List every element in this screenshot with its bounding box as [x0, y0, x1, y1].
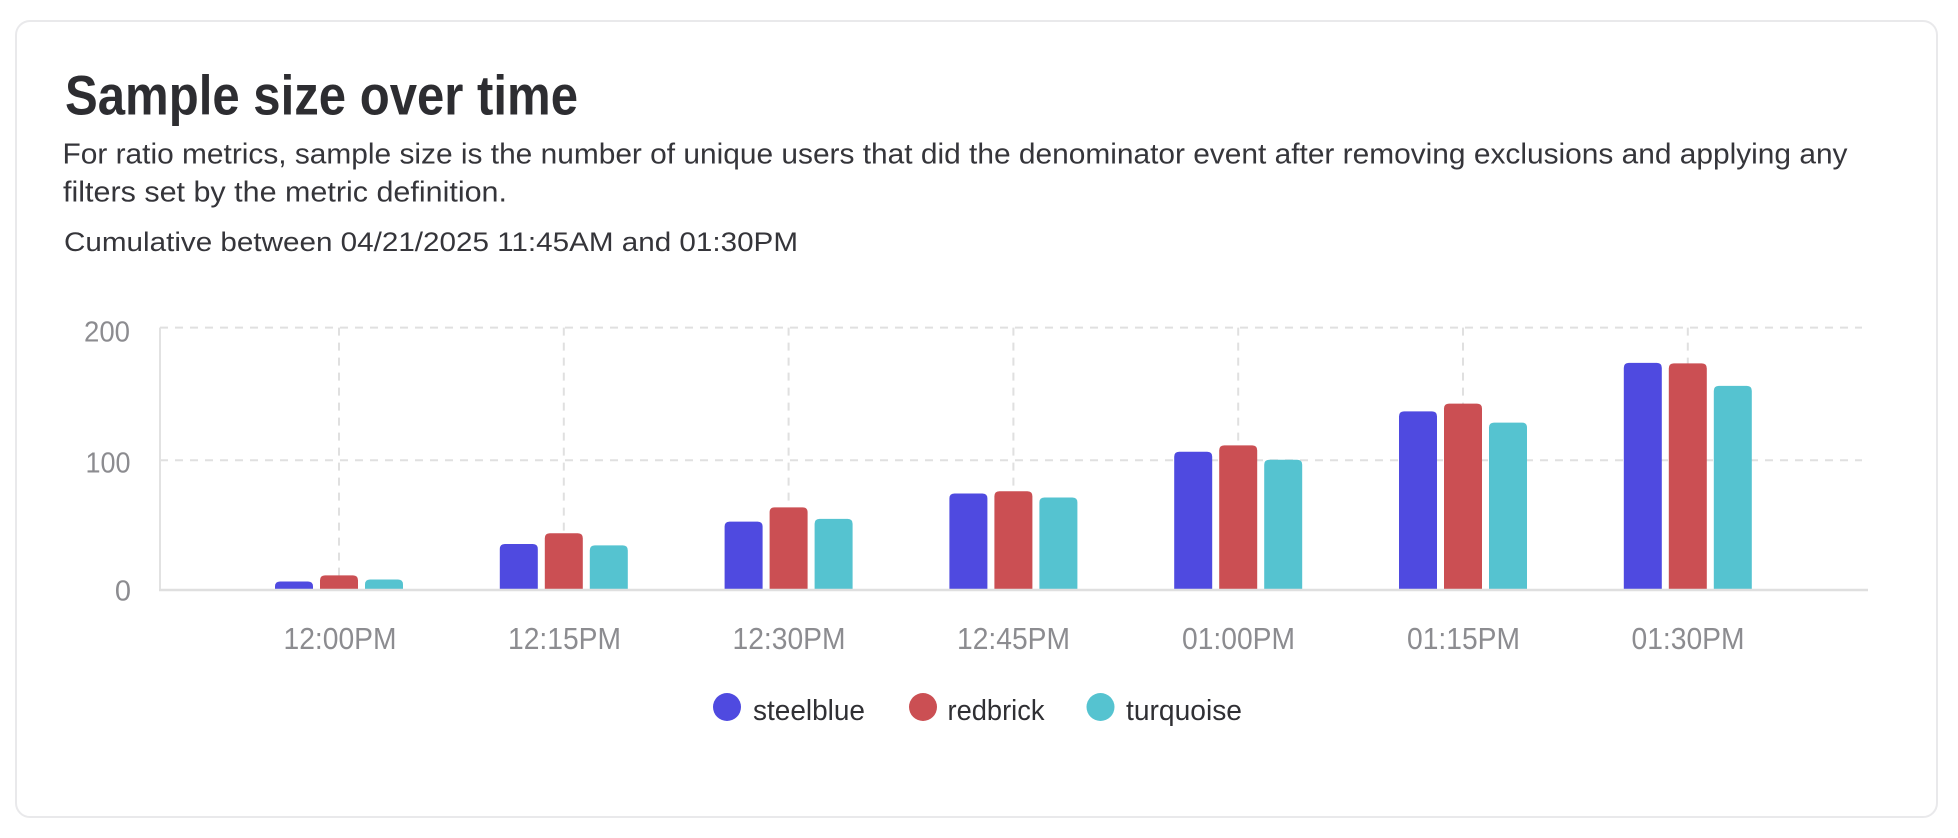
svg-text:12:00PM: 12:00PM [284, 621, 397, 656]
svg-text:200: 200 [84, 317, 130, 349]
svg-text:12:30PM: 12:30PM [733, 621, 846, 656]
svg-text:redbrick: redbrick [948, 695, 1045, 727]
svg-text:01:00PM: 01:00PM [1182, 621, 1295, 656]
svg-text:filters set by the metric defi: filters set by the metric definition. [63, 177, 507, 209]
svg-text:01:30PM: 01:30PM [1632, 621, 1745, 656]
svg-text:For ratio metrics, sample size: For ratio metrics, sample size is the nu… [63, 138, 1849, 170]
svg-text:Cumulative between 04/21/2025: Cumulative between 04/21/2025 11:45AM an… [64, 227, 798, 257]
svg-text:12:45PM: 12:45PM [957, 621, 1070, 656]
svg-text:100: 100 [86, 448, 131, 480]
svg-text:0: 0 [115, 576, 131, 608]
svg-text:01:15PM: 01:15PM [1407, 621, 1520, 656]
svg-text:12:15PM: 12:15PM [508, 621, 621, 656]
svg-text:Sample size over time: Sample size over time [65, 64, 578, 127]
svg-text:steelblue: steelblue [753, 695, 865, 727]
svg-text:turquoise: turquoise [1126, 695, 1242, 727]
